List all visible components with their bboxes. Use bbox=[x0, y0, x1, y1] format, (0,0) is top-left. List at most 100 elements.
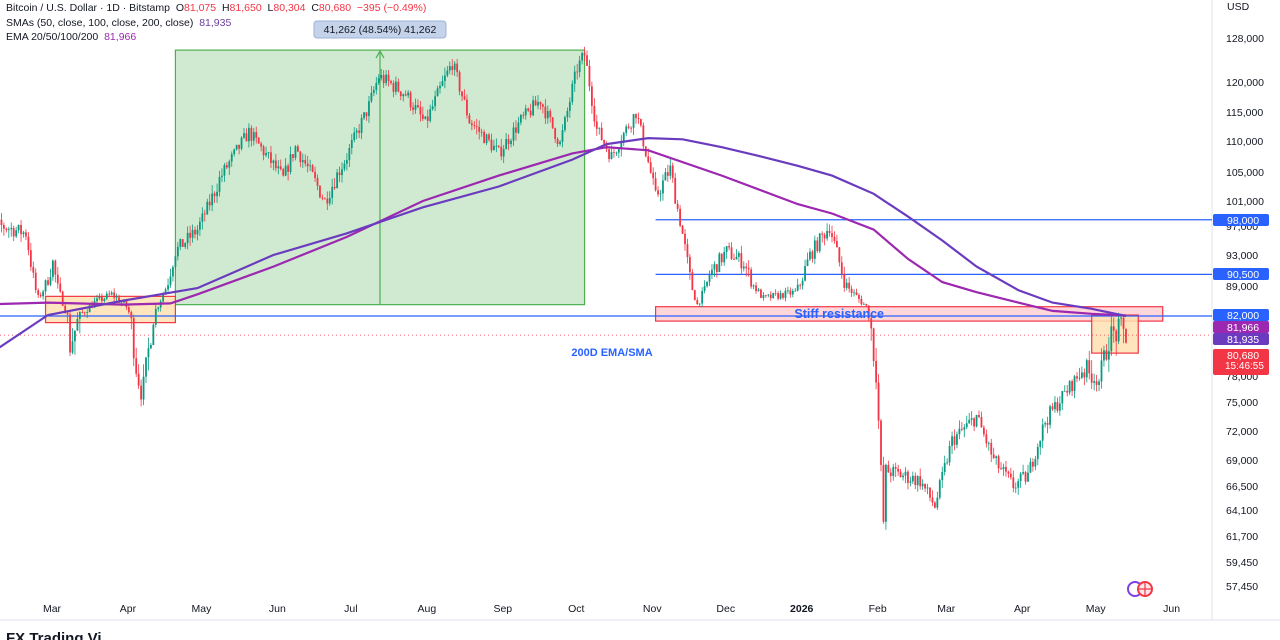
candle-body[interactable] bbox=[926, 487, 929, 489]
candle-body[interactable] bbox=[172, 267, 174, 277]
candle-body[interactable] bbox=[392, 83, 395, 92]
candle-body[interactable] bbox=[713, 264, 716, 270]
candle-body[interactable] bbox=[289, 154, 292, 172]
candle-body[interactable] bbox=[899, 471, 902, 478]
candle-body[interactable] bbox=[336, 172, 338, 189]
candle-body[interactable] bbox=[1105, 350, 1108, 360]
candle-body[interactable] bbox=[1005, 466, 1007, 472]
price-badge[interactable] bbox=[1213, 321, 1269, 333]
candle-body[interactable] bbox=[1032, 461, 1034, 467]
candle-body[interactable] bbox=[248, 127, 250, 142]
candle-body[interactable] bbox=[225, 165, 228, 168]
candle-body[interactable] bbox=[1066, 390, 1069, 393]
candle-body[interactable] bbox=[309, 165, 312, 167]
candle-body[interactable] bbox=[872, 328, 875, 361]
candle-body[interactable] bbox=[333, 186, 336, 189]
candle-body[interactable] bbox=[681, 225, 684, 234]
candle-body[interactable] bbox=[439, 85, 441, 89]
ema-row[interactable]: EMA 20/50/100/200 81,966 bbox=[6, 30, 426, 45]
candle-body[interactable] bbox=[735, 256, 738, 260]
candle-body[interactable] bbox=[1007, 471, 1010, 474]
candle-body[interactable] bbox=[850, 288, 853, 293]
candle-body[interactable] bbox=[760, 289, 762, 298]
candle-body[interactable] bbox=[56, 274, 59, 284]
candle-body[interactable] bbox=[958, 428, 961, 435]
candle-body[interactable] bbox=[39, 294, 42, 297]
price-badge[interactable] bbox=[1213, 309, 1269, 321]
candle-body[interactable] bbox=[485, 134, 488, 144]
candle-body[interactable] bbox=[230, 154, 233, 162]
candle-body[interactable] bbox=[49, 277, 52, 285]
candle-body[interactable] bbox=[301, 160, 304, 163]
candle-body[interactable] bbox=[407, 92, 410, 96]
candle-body[interactable] bbox=[37, 290, 40, 295]
candle-body[interactable] bbox=[152, 324, 155, 345]
candle-body[interactable] bbox=[29, 250, 32, 267]
candle-body[interactable] bbox=[642, 125, 645, 147]
candle-body[interactable] bbox=[52, 260, 54, 278]
candle-body[interactable] bbox=[684, 233, 686, 245]
candle-body[interactable] bbox=[206, 201, 209, 215]
candle-body[interactable] bbox=[451, 66, 454, 70]
candle-body[interactable] bbox=[853, 292, 855, 294]
candle-body[interactable] bbox=[279, 166, 282, 170]
candle-body[interactable] bbox=[978, 415, 980, 418]
candle-body[interactable] bbox=[130, 312, 133, 319]
candle-body[interactable] bbox=[311, 165, 314, 172]
candle-body[interactable] bbox=[431, 106, 434, 110]
candle-body[interactable] bbox=[69, 314, 71, 353]
candle-body[interactable] bbox=[860, 298, 863, 305]
candle-body[interactable] bbox=[470, 123, 473, 126]
candle-body[interactable] bbox=[223, 165, 226, 176]
candle-body[interactable] bbox=[0, 219, 3, 225]
candle-body[interactable] bbox=[382, 75, 385, 84]
candle-body[interactable] bbox=[252, 132, 255, 141]
candle-body[interactable] bbox=[693, 290, 696, 301]
candle-body[interactable] bbox=[488, 134, 490, 140]
candle-body[interactable] bbox=[1090, 373, 1093, 383]
candle-body[interactable] bbox=[44, 280, 47, 292]
candle-body[interactable] bbox=[424, 116, 427, 119]
candle-body[interactable] bbox=[490, 139, 493, 151]
candle-body[interactable] bbox=[730, 247, 733, 260]
candle-body[interactable] bbox=[245, 133, 248, 142]
candle-body[interactable] bbox=[782, 293, 784, 298]
candle-body[interactable] bbox=[578, 60, 581, 73]
candle-body[interactable] bbox=[174, 256, 177, 268]
candle-body[interactable] bbox=[603, 140, 606, 144]
candle-body[interactable] bbox=[299, 151, 302, 163]
candle-body[interactable] bbox=[473, 125, 476, 127]
candle-body[interactable] bbox=[811, 251, 814, 259]
candle-body[interactable] bbox=[221, 175, 223, 178]
candle-body[interactable] bbox=[919, 476, 922, 487]
candle-body[interactable] bbox=[843, 274, 846, 288]
price-badge[interactable] bbox=[1213, 349, 1269, 375]
candle-body[interactable] bbox=[907, 471, 909, 483]
candle-body[interactable] bbox=[787, 290, 789, 292]
candle-body[interactable] bbox=[86, 312, 89, 313]
candle-body[interactable] bbox=[1078, 377, 1081, 379]
candle-body[interactable] bbox=[101, 296, 103, 301]
candle-body[interactable] bbox=[963, 427, 966, 430]
candle-body[interactable] bbox=[889, 472, 892, 477]
candle-body[interactable] bbox=[505, 139, 508, 150]
candle-body[interactable] bbox=[434, 96, 436, 107]
candle-body[interactable] bbox=[622, 132, 625, 143]
candle-body[interactable] bbox=[466, 99, 468, 116]
candle-body[interactable] bbox=[61, 291, 64, 306]
candle-body[interactable] bbox=[132, 318, 135, 359]
candle-body[interactable] bbox=[769, 294, 772, 299]
candle-body[interactable] bbox=[946, 462, 949, 464]
candle-body[interactable] bbox=[809, 251, 811, 260]
candle-body[interactable] bbox=[799, 284, 802, 286]
candle-body[interactable] bbox=[282, 169, 285, 176]
candle-body[interactable] bbox=[985, 434, 988, 444]
candle-body[interactable] bbox=[747, 268, 750, 270]
candle-body[interactable] bbox=[987, 442, 990, 444]
candle-body[interactable] bbox=[360, 118, 363, 133]
candle-body[interactable] bbox=[478, 126, 481, 132]
candle-body[interactable] bbox=[821, 233, 824, 235]
candle-body[interactable] bbox=[610, 152, 613, 160]
candle-body[interactable] bbox=[64, 305, 67, 313]
candle-body[interactable] bbox=[88, 305, 91, 313]
